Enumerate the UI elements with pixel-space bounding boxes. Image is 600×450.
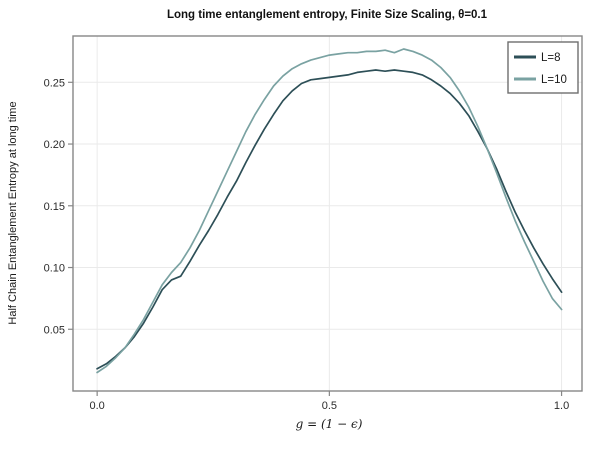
plot-frame bbox=[72, 35, 583, 392]
y-tick-label: 0.20 bbox=[44, 139, 65, 151]
y-tick-label: 0.10 bbox=[44, 263, 65, 275]
legend-box bbox=[507, 41, 579, 94]
axis-tick-labels: 0.0 0.5 1.0 0.05 0.10 0.15 0.20 0.25 bbox=[44, 77, 570, 412]
legend-label-L=8: L=8 bbox=[541, 52, 561, 64]
x-tick-label: 0.0 bbox=[90, 400, 105, 412]
legend-label-L=10: L=10 bbox=[541, 74, 567, 86]
y-axis-label: Half Chain Entanglement Entropy at long … bbox=[7, 101, 19, 324]
grid-lines bbox=[73, 36, 582, 391]
legend: L=8 L=10 bbox=[507, 41, 579, 94]
axis-ticks bbox=[68, 81, 563, 396]
data-series bbox=[96, 48, 563, 374]
y-tick-label: 0.15 bbox=[44, 201, 65, 213]
x-tick-label: 1.0 bbox=[554, 400, 569, 412]
chart-title: Long time entanglement entropy, Finite S… bbox=[167, 9, 488, 21]
y-tick-label: 0.05 bbox=[44, 324, 65, 336]
series-line-L=10 bbox=[96, 48, 563, 374]
x-tick-label: 0.5 bbox=[322, 400, 337, 412]
y-tick-label: 0.25 bbox=[44, 77, 65, 89]
plot-border bbox=[72, 35, 583, 392]
x-axis-label: g = (1 − ϵ) bbox=[296, 417, 363, 431]
